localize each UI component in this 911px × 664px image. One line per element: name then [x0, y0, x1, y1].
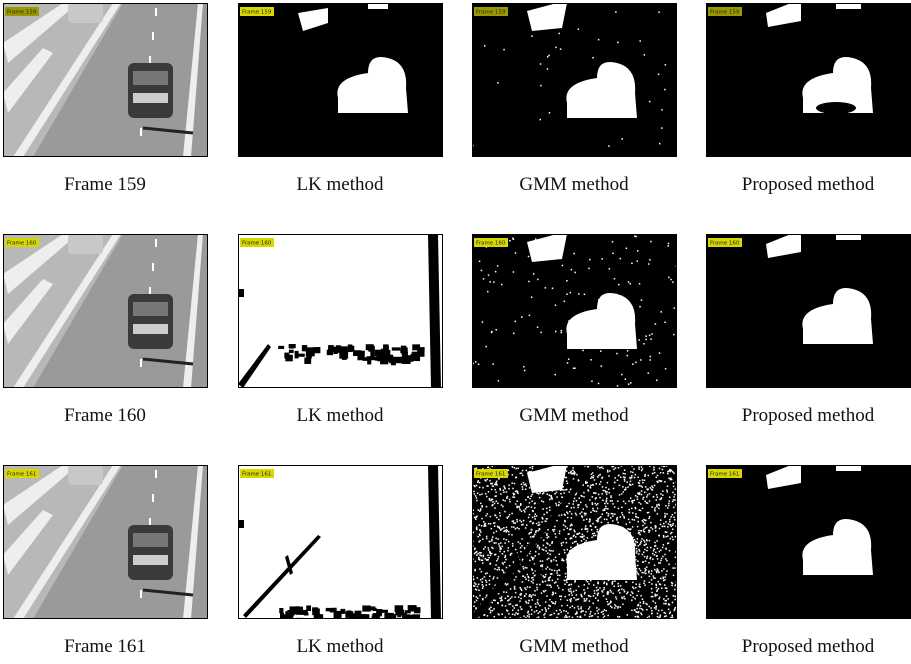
- result-image: Frame 160: [238, 234, 443, 388]
- frame-tag: Frame 161: [242, 472, 271, 478]
- frame-tag: Frame 159: [242, 10, 272, 16]
- caption: LK method: [225, 636, 455, 658]
- figure: Frame 159Frame 159Frame 159LK methodFram…: [0, 0, 911, 664]
- frame-tag: Frame 159: [7, 10, 37, 16]
- caption: Proposed method: [693, 174, 911, 196]
- frame-tag: Frame 161: [7, 472, 36, 478]
- caption: Frame 160: [0, 405, 220, 427]
- result-image: Frame 159: [706, 3, 911, 157]
- result-image: Frame 160: [3, 234, 208, 388]
- result-image: Frame 159: [472, 3, 677, 157]
- result-image: Frame 161: [3, 465, 208, 619]
- result-image: Frame 160: [706, 234, 911, 388]
- caption: LK method: [225, 405, 455, 427]
- caption: Proposed method: [693, 636, 911, 658]
- caption: GMM method: [459, 405, 689, 427]
- result-image: Frame 159: [3, 3, 208, 157]
- frame-tag: Frame 160: [476, 241, 506, 247]
- frame-tag: Frame 160: [710, 241, 740, 247]
- frame-tag: Frame 161: [710, 472, 739, 478]
- frame-tag: Frame 159: [710, 10, 740, 16]
- result-image: Frame 161: [706, 465, 911, 619]
- result-image: Frame 161: [472, 465, 677, 619]
- caption: LK method: [225, 174, 455, 196]
- caption: Proposed method: [693, 405, 911, 427]
- result-image: Frame 161: [238, 465, 443, 619]
- caption: GMM method: [459, 174, 689, 196]
- result-image: Frame 159: [238, 3, 443, 157]
- result-image: Frame 160: [472, 234, 677, 388]
- caption: GMM method: [459, 636, 689, 658]
- caption: Frame 161: [0, 636, 220, 658]
- frame-tag: Frame 160: [7, 241, 37, 247]
- frame-tag: Frame 161: [476, 472, 505, 478]
- frame-tag: Frame 160: [242, 241, 272, 247]
- caption: Frame 159: [0, 174, 220, 196]
- frame-tag: Frame 159: [476, 10, 506, 16]
